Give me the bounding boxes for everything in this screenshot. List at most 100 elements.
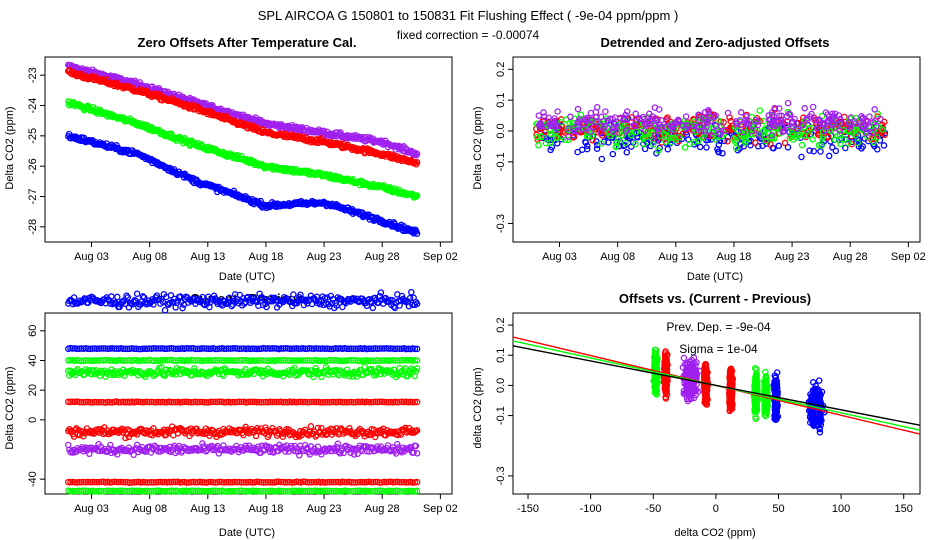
x-tick-label: 100 (832, 503, 850, 515)
y-axis-label: Delta CO2 (ppm) (4, 366, 16, 449)
data-point (722, 127, 729, 135)
data-point (663, 117, 671, 124)
data-point (226, 294, 233, 302)
data-point (740, 128, 747, 136)
x-tick-label: Aug 03 (542, 251, 577, 263)
data-point (623, 108, 631, 115)
y-tick-label: 60 (27, 325, 39, 337)
data-point (225, 345, 232, 352)
panel-offsets-vs-diff: Offsets vs. (Current - Previous) delta C… (472, 291, 921, 539)
data-point (260, 357, 267, 364)
data-point (363, 302, 371, 310)
data-point (124, 294, 132, 301)
data-point (584, 142, 591, 150)
data-point (602, 108, 609, 115)
data-point (724, 133, 732, 141)
data-point (623, 149, 631, 156)
y-tick-label: 0.2 (495, 62, 507, 77)
data-point (824, 111, 831, 118)
data-point (394, 357, 401, 364)
y-tick-label: 0.1 (495, 93, 507, 108)
data-point (654, 147, 662, 154)
data-point (262, 357, 269, 364)
data-point (820, 121, 828, 129)
data-point (705, 108, 712, 116)
data-point (702, 116, 709, 123)
data-point (396, 345, 403, 352)
data-point (621, 115, 629, 123)
data-point (251, 357, 259, 364)
panel-title: Zero Offsets After Temperature Cal. (138, 35, 357, 50)
data-point (836, 127, 844, 134)
data-point (405, 302, 413, 310)
data-point (622, 139, 629, 147)
data-point (752, 139, 759, 147)
data-point (122, 345, 129, 353)
data-point (333, 302, 340, 309)
data-point (806, 131, 813, 139)
data-point (317, 357, 324, 364)
data-point (352, 370, 359, 377)
data-point (813, 124, 820, 132)
data-point (786, 111, 794, 118)
data-point (119, 357, 127, 364)
data-point (216, 356, 223, 364)
data-point (301, 357, 309, 364)
data-point (632, 140, 639, 148)
data-point (798, 129, 805, 136)
data-point (132, 297, 140, 305)
data-point (865, 124, 873, 131)
data-point (784, 99, 792, 107)
plot-frame (44, 56, 453, 243)
data-point (731, 138, 739, 145)
data-point (622, 127, 630, 135)
data-point (565, 133, 572, 140)
data-point (798, 141, 806, 149)
data-point (847, 124, 854, 131)
data-point (587, 128, 594, 135)
data-point (701, 131, 708, 138)
data-point (124, 345, 131, 353)
data-point (411, 345, 419, 353)
y-tick-label: -40 (27, 471, 39, 487)
data-point (220, 345, 228, 352)
data-point (282, 357, 289, 364)
data-point (236, 291, 244, 299)
data-point (553, 126, 561, 133)
x-tick-label: Aug 23 (307, 503, 342, 515)
data-point (290, 357, 298, 364)
data-point (97, 345, 105, 352)
data-point (798, 153, 805, 161)
data-point (743, 116, 750, 124)
data-point (152, 345, 160, 352)
data-point (553, 122, 561, 130)
data-point (598, 155, 606, 163)
data-point (286, 345, 294, 353)
data-point (139, 345, 147, 352)
data-point (742, 113, 750, 120)
data-point (831, 110, 839, 117)
data-point (391, 357, 399, 364)
x-tick-label: Aug 28 (365, 251, 400, 263)
data-point (622, 111, 629, 119)
x-axis-label: Date (UTC) (687, 271, 743, 283)
data-point (227, 357, 234, 364)
data-point (191, 365, 198, 372)
data-point (157, 345, 164, 352)
data-point (82, 357, 90, 364)
panel-current-previous: Current - Previous Date (UTC) Delta CO2 … (4, 288, 458, 539)
data-point (141, 345, 149, 353)
data-point (205, 345, 212, 353)
data-point (567, 113, 574, 121)
panel-detrended: Detrended and Zero-adjusted Offsets Date… (472, 35, 926, 283)
data-point (879, 126, 886, 133)
data-point (229, 357, 237, 364)
data-point (258, 357, 265, 364)
data-point (111, 345, 118, 352)
data-point (119, 345, 127, 353)
data-point (724, 109, 732, 117)
data-point (130, 357, 138, 364)
data-point (201, 345, 208, 352)
data-point (413, 230, 421, 237)
data-point (352, 345, 359, 353)
